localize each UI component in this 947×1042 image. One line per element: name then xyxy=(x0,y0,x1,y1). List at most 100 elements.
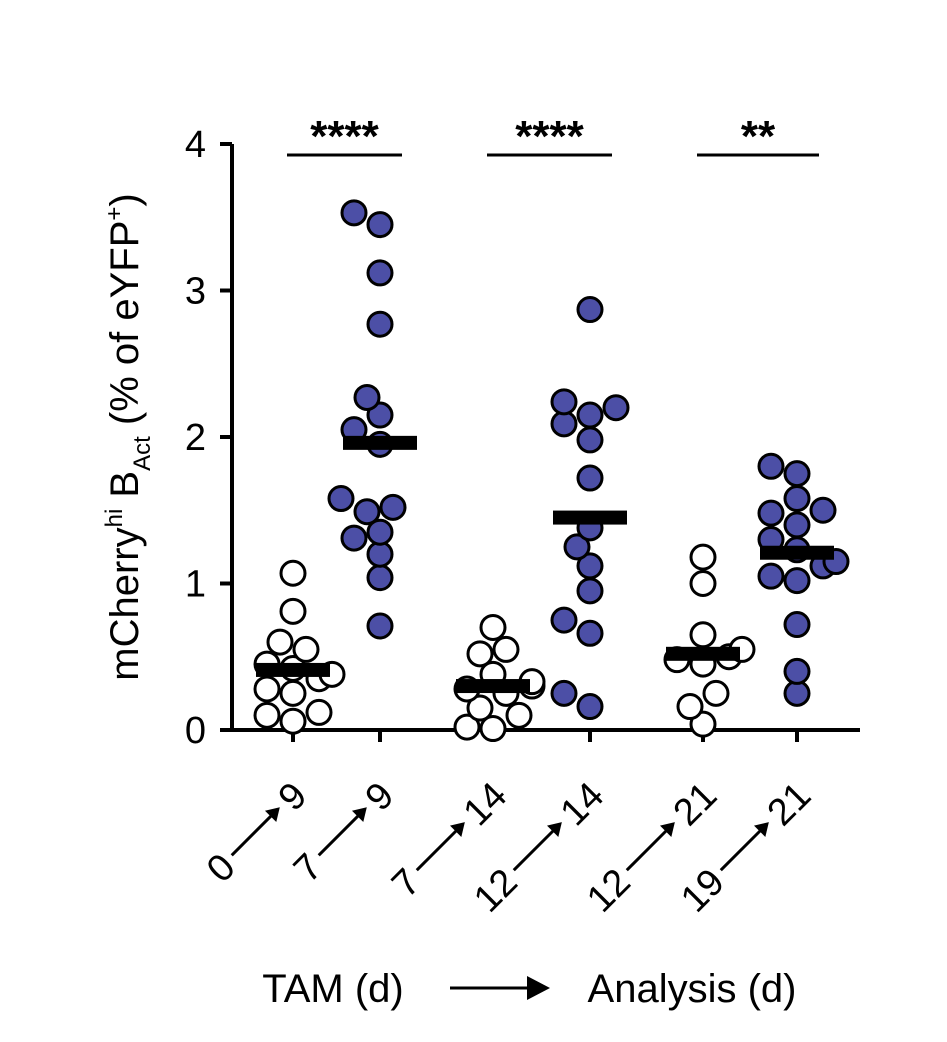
data-point-g19-21-12 xyxy=(783,485,811,513)
y-label-main-sup: hi xyxy=(101,509,128,528)
data-point-g0-9-10 xyxy=(266,628,294,656)
data-point-g19-21-4 xyxy=(757,562,785,590)
x-label-arrow-icon-g12-21 xyxy=(660,822,675,837)
x-label-start-g19-21: 19 xyxy=(673,861,733,921)
data-point-g0-9-2 xyxy=(305,698,333,726)
sig-label-0: **** xyxy=(310,112,379,161)
data-point-g7-9-0 xyxy=(366,612,394,640)
data-point-g12-14-1 xyxy=(550,679,578,707)
y-label-paren-sup: + xyxy=(101,207,128,221)
data-point-g12-21-0 xyxy=(689,710,717,738)
y-label-main: mCherry xyxy=(103,527,147,680)
x-label-start-g7-9: 7 xyxy=(286,846,331,891)
data-point-g7-14-2 xyxy=(505,701,533,729)
data-point-g12-14-8 xyxy=(576,464,604,492)
data-point-g12-14-9 xyxy=(576,426,604,454)
significance-brackets: **** **** ** xyxy=(287,112,819,161)
x-axis-title: TAM (d) Analysis (d) xyxy=(262,967,796,1011)
x-label-end-g12-21: 21 xyxy=(666,775,726,835)
mean-bar-g0-9 xyxy=(256,662,330,677)
mean-bar-g12-21 xyxy=(666,646,740,661)
x-label-arrow-icon-g0-9 xyxy=(264,807,280,823)
data-point-g7-9-1 xyxy=(366,564,394,592)
y-ticks: 0 1 2 3 4 xyxy=(185,124,232,752)
data-points xyxy=(253,199,850,743)
mean-bar-g7-14 xyxy=(456,679,530,694)
data-point-g19-21-11 xyxy=(809,496,837,524)
x-label-start-g12-21: 12 xyxy=(579,861,639,921)
y-tick-label-0: 0 xyxy=(185,710,206,752)
data-point-g12-21-8 xyxy=(689,570,717,597)
data-point-g12-21-7 xyxy=(689,621,717,649)
y-axis-label: mCherryhi BAct (% of eYFP+) xyxy=(101,193,156,681)
x-title-left: TAM (d) xyxy=(262,967,403,1011)
data-point-g19-21-10 xyxy=(757,499,785,527)
data-point-g7-14-3 xyxy=(466,694,494,722)
data-point-g12-14-11 xyxy=(576,401,604,429)
sig-label-1: **** xyxy=(515,112,584,161)
data-point-g7-9-7 xyxy=(327,485,355,513)
x-label-arrow-icon-g7-14 xyxy=(450,822,465,837)
data-point-g7-9-13 xyxy=(366,259,394,287)
x-label-arrow-icon-g19-21 xyxy=(754,822,769,837)
data-point-g12-14-5 xyxy=(576,552,604,580)
data-point-g19-21-14 xyxy=(757,452,785,480)
data-point-g12-21-1 xyxy=(676,693,704,721)
x-label-start-g12-14: 12 xyxy=(466,861,526,921)
x-label-end-g7-14: 14 xyxy=(456,775,516,835)
data-point-g7-9-2 xyxy=(366,540,394,568)
y-tick-label-3: 3 xyxy=(185,271,206,313)
y-label-paren: (% of eYFP xyxy=(103,221,147,426)
x-label-arrow-icon-g12-14 xyxy=(547,822,562,837)
data-point-g7-14-9 xyxy=(466,640,494,668)
data-point-g19-21-3 xyxy=(783,567,811,595)
data-point-g12-14-4 xyxy=(576,577,604,605)
mean-bar-g19-21 xyxy=(760,545,834,560)
data-point-g19-21-13 xyxy=(783,460,811,488)
y-label-b: B xyxy=(103,471,147,498)
data-point-g12-21-9 xyxy=(689,543,717,571)
data-point-g12-14-6 xyxy=(563,533,591,561)
data-point-g7-9-4 xyxy=(366,518,394,546)
data-point-g0-9-11 xyxy=(279,597,307,625)
data-point-g7-14-1 xyxy=(453,713,481,741)
x-label-arrow-line-g7-14 xyxy=(415,829,458,872)
mean-bars xyxy=(256,435,834,694)
data-point-g0-9-1 xyxy=(253,701,281,729)
x-label-end-g12-14: 14 xyxy=(553,775,613,835)
data-point-g7-9-5 xyxy=(353,498,381,526)
mean-bar-g7-9 xyxy=(343,435,417,450)
data-point-g19-21-2 xyxy=(783,611,811,639)
data-point-g12-14-13 xyxy=(550,388,578,416)
x-title-right: Analysis (d) xyxy=(588,967,797,1011)
data-point-g7-14-10 xyxy=(492,635,520,663)
y-tick-label-2: 2 xyxy=(185,417,206,459)
data-point-g7-14-0 xyxy=(479,715,507,743)
x-label-arrow-line-g7-9 xyxy=(317,814,360,857)
data-point-g12-14-3 xyxy=(550,606,578,634)
data-point-g0-9-4 xyxy=(253,675,281,703)
data-point-g12-14-14 xyxy=(576,296,604,324)
x-label-arrow-line-g12-14 xyxy=(512,829,555,872)
y-label-b-sub: Act xyxy=(129,436,156,471)
axes xyxy=(230,144,860,732)
data-point-g0-9-0 xyxy=(279,707,307,735)
data-point-g7-9-3 xyxy=(340,524,368,552)
x-label-start-g0-9: 0 xyxy=(199,846,244,891)
data-point-g12-14-12 xyxy=(602,394,630,422)
x-label-arrow-line-g0-9 xyxy=(230,814,273,857)
data-point-g12-14-10 xyxy=(550,410,578,438)
data-point-g7-14-11 xyxy=(479,613,507,641)
data-point-g19-21-1 xyxy=(783,657,811,685)
data-point-g0-9-9 xyxy=(292,635,320,663)
mean-bar-g12-14 xyxy=(553,510,627,525)
sig-label-2: ** xyxy=(741,112,776,161)
data-point-g12-14-2 xyxy=(576,619,604,647)
x-title-arrow-icon xyxy=(527,976,550,1000)
data-point-g0-9-12 xyxy=(279,559,307,587)
x-tick-label-g7-9: 97 xyxy=(286,775,402,891)
x-label-start-g7-14: 7 xyxy=(384,861,429,906)
data-point-g12-14-0 xyxy=(576,693,604,721)
